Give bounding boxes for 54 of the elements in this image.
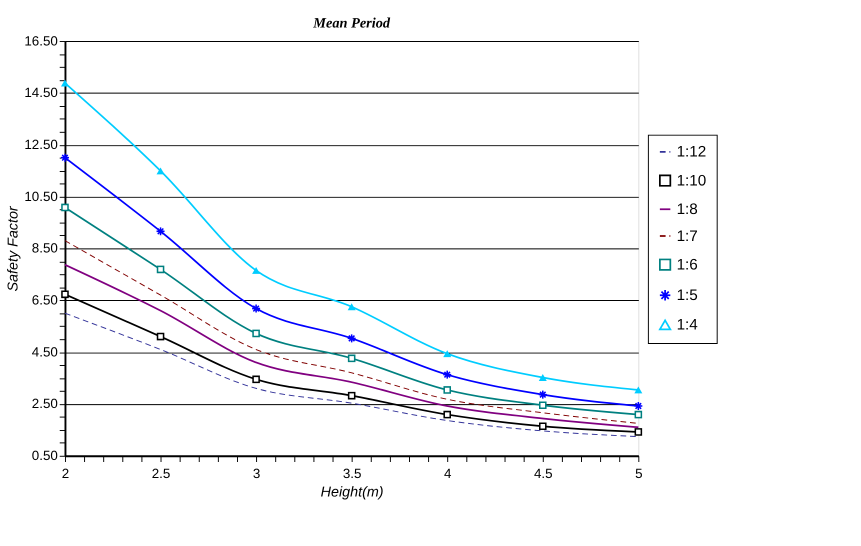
y-tick-label: 6.50 [32,292,58,308]
x-tick-label: 3.5 [342,466,362,482]
x-axis-title: Height(m) [320,484,384,500]
y-tick-label: 2.50 [32,396,58,412]
y-tick-label: 14.50 [24,85,58,100]
point [60,80,69,87]
point [538,401,547,410]
y-tick-label: 16.50 [24,33,58,48]
point [61,290,69,298]
x-tick-label: 2 [62,466,70,482]
point [538,390,548,400]
point [443,350,452,358]
legend-label: 1:4 [676,316,698,334]
legend-label: 1:6 [676,256,698,274]
chart-title: Mean Period [312,16,391,32]
x-tick-label: 5 [635,466,643,482]
legend-label: 1:5 [676,287,698,304]
legend-label: 1:7 [676,228,698,245]
point [348,354,356,362]
point [538,422,547,430]
point [156,226,166,236]
point [60,152,70,162]
legend-label: 1:10 [676,172,706,190]
point [252,330,260,338]
point [442,370,452,380]
x-tick-label: 3 [252,466,260,482]
point [634,410,642,418]
point [634,401,644,411]
y-tick-label: 0.50 [32,448,58,464]
point [634,386,642,394]
point [61,204,69,212]
legend-label: 1:12 [676,144,706,161]
point [346,334,356,344]
point [348,303,356,310]
point [252,376,260,384]
y-axis-title: Safety Factor [6,205,22,292]
point [251,304,261,314]
y-tick-label: 8.50 [32,240,58,256]
point [538,374,547,381]
y-tick-label: 10.50 [24,188,58,204]
x-tick-label: 4.5 [534,466,553,482]
x-tick-label: 4 [444,466,452,482]
point [252,266,260,274]
y-tick-label: 4.50 [32,344,58,360]
y-tick-label: 12.50 [24,137,58,152]
point [348,392,356,400]
point [156,266,164,274]
point [156,332,164,340]
point [443,410,452,418]
point [156,167,165,174]
point [634,428,642,436]
point [443,386,452,394]
legend-label: 1:8 [676,201,698,218]
x-tick-label: 2.5 [152,466,170,482]
